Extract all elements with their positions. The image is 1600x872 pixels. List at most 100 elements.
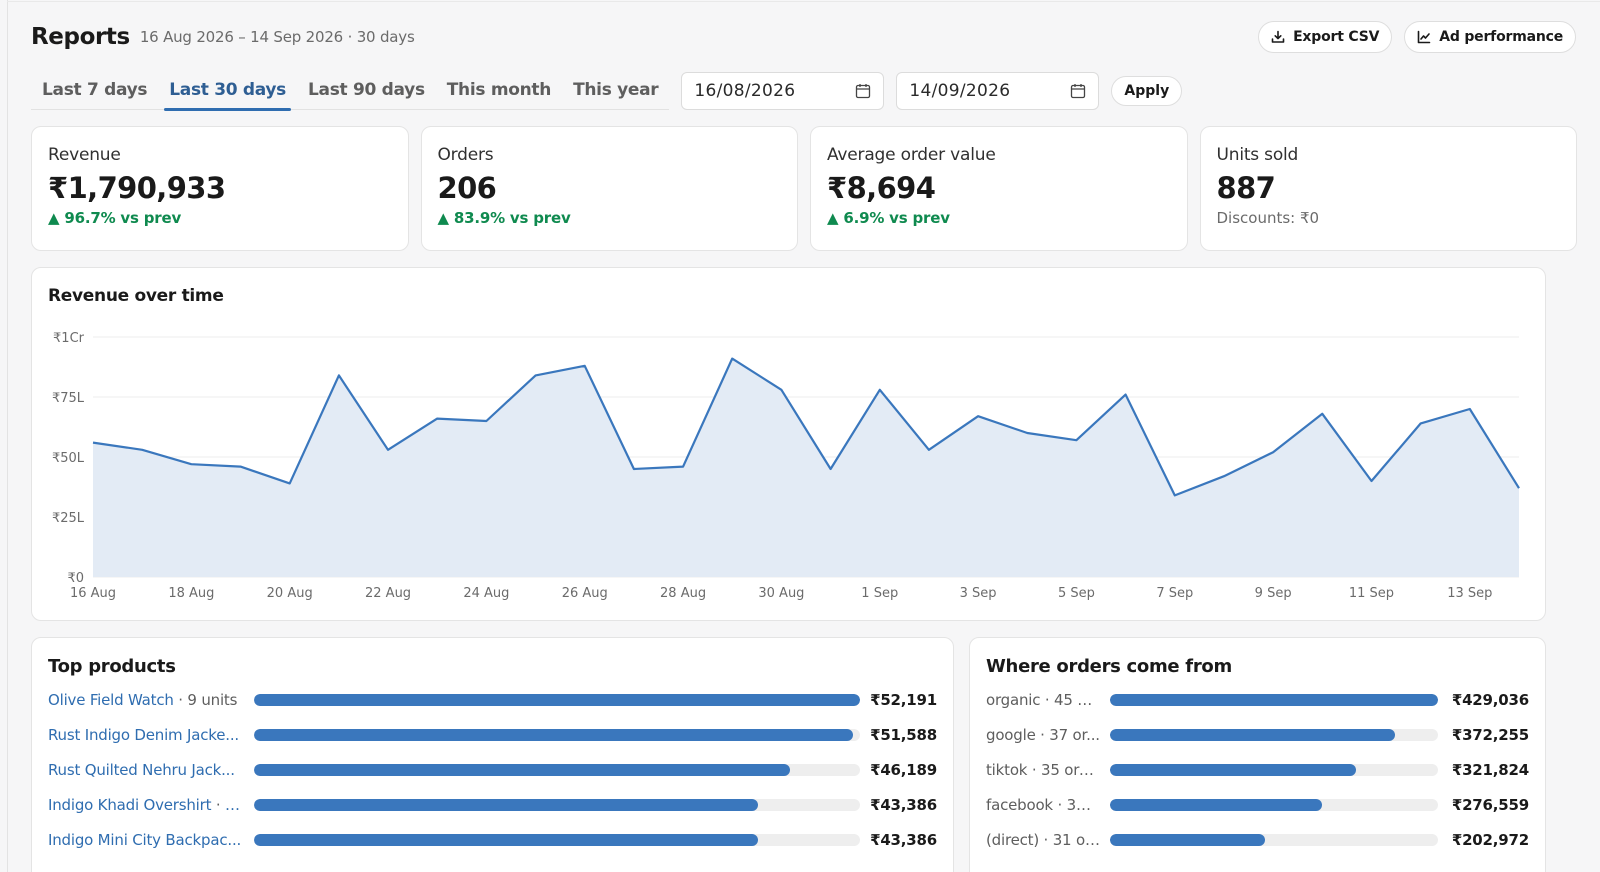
header-actions: Export CSV Ad performance: [1258, 21, 1576, 53]
bar-fill: [254, 799, 758, 811]
bar-value: ₹429,036: [1451, 691, 1529, 709]
product-name: Olive Field Watch: [48, 691, 174, 709]
chart-title: Revenue over time: [48, 286, 224, 306]
bar-fill: [1110, 729, 1395, 741]
from-date-value: 16/08/2026: [694, 81, 796, 101]
export-csv-button[interactable]: Export CSV: [1258, 21, 1393, 53]
sidebar-divider: [7, 0, 8, 872]
x-tick-label: 3 Sep: [960, 586, 997, 601]
to-date-field[interactable]: 14/09/2026: [896, 72, 1100, 110]
kpi-orders-card: Orders 206 ▲ 83.9% vs prev: [420, 126, 798, 251]
product-name: Rust Quilted Nehru Jack...: [48, 761, 235, 779]
x-tick-label: 24 Aug: [463, 586, 509, 601]
kpi-value: 206: [437, 171, 497, 205]
bar-track: [254, 834, 860, 846]
product-row[interactable]: Indigo Mini City Backpac... ₹43,386: [48, 830, 937, 850]
x-tick-label: 30 Aug: [758, 586, 804, 601]
tab-last-90-days[interactable]: Last 90 days: [308, 80, 425, 100]
export-csv-label: Export CSV: [1293, 29, 1380, 45]
x-tick-label: 18 Aug: [168, 586, 214, 601]
revenue-area: [93, 358, 1519, 577]
kpi-label: Orders: [437, 145, 494, 165]
tab-last-7-days[interactable]: Last 7 days: [42, 80, 148, 100]
product-name-link[interactable]: Indigo Khadi Overshirt · 1...: [48, 796, 244, 814]
order-sources-card: Where orders come from organic · 45 or..…: [969, 637, 1546, 872]
line-chart-icon: [1417, 30, 1431, 44]
bar-value: ₹46,189: [870, 761, 937, 779]
source-row: tiktok · 35 ord... ₹321,824: [986, 760, 1529, 780]
product-row[interactable]: Rust Indigo Denim Jacke... ₹51,588: [48, 725, 937, 745]
bar-track: [254, 764, 860, 776]
bar-value: ₹276,559: [1451, 796, 1529, 814]
apply-button[interactable]: Apply: [1111, 76, 1183, 106]
bar-fill: [1110, 799, 1322, 811]
product-row[interactable]: Olive Field Watch · 9 units ₹52,191: [48, 690, 937, 710]
calendar-icon: [856, 84, 871, 99]
x-tick-label: 11 Sep: [1349, 586, 1394, 601]
kpi-aov-card: Average order value ₹8,694 ▲ 6.9% vs pre…: [810, 126, 1188, 251]
x-tick-label: 9 Sep: [1255, 586, 1292, 601]
ad-performance-button[interactable]: Ad performance: [1404, 21, 1576, 53]
ad-performance-label: Ad performance: [1439, 29, 1563, 45]
source-label: (direct) · 31 or...: [986, 831, 1100, 849]
product-row[interactable]: Indigo Khadi Overshirt · 1... ₹43,386: [48, 795, 937, 815]
revenue-chart-card: Revenue over time ₹0 ₹25L ₹50L ₹75L ₹1Cr 16 A…: [31, 267, 1546, 621]
x-tick-label: 13 Sep: [1447, 586, 1492, 601]
product-name: Rust Indigo Denim Jacke...: [48, 726, 239, 744]
bar-fill: [1110, 694, 1438, 706]
y-tick-label: ₹25L: [52, 511, 85, 526]
product-name: Indigo Khadi Overshirt: [48, 796, 212, 814]
bar-fill: [254, 834, 758, 846]
bar-track: [1110, 764, 1438, 776]
revenue-chart: ₹0 ₹25L ₹50L ₹75L ₹1Cr 16 Aug 18 Aug 20 Aug 22 A…: [52, 331, 1520, 601]
to-date-value: 14/09/2026: [909, 81, 1011, 101]
product-name-link[interactable]: Rust Indigo Denim Jacke...: [48, 726, 244, 744]
product-name-link[interactable]: Olive Field Watch · 9 units: [48, 691, 244, 709]
revenue-series-line: [92, 357, 1520, 497]
y-tick-label: ₹0: [67, 571, 84, 586]
bar-value: ₹202,972: [1451, 831, 1529, 849]
kpi-label: Units sold: [1216, 145, 1299, 165]
y-tick-label: ₹1Cr: [53, 331, 85, 346]
source-row: organic · 45 or... ₹429,036: [986, 690, 1529, 710]
kpi-delta: ▲ 83.9% vs prev: [437, 209, 571, 227]
page-header: Reports 16 Aug 2026 – 14 Sep 2026 · 30 d…: [31, 20, 1576, 54]
source-row: facebook · 33 ... ₹276,559: [986, 795, 1529, 815]
tab-this-year[interactable]: This year: [573, 80, 659, 100]
x-tick-label: 7 Sep: [1156, 586, 1193, 601]
source-label: organic · 45 or...: [986, 691, 1100, 709]
kpi-revenue-card: Revenue ₹1,790,933 ▲ 96.7% vs prev: [31, 126, 409, 251]
y-tick-label: ₹50L: [52, 451, 85, 466]
tab-this-month[interactable]: This month: [446, 80, 552, 100]
bar-track: [1110, 799, 1438, 811]
x-tick-label: 5 Sep: [1058, 586, 1095, 601]
y-tick-label: ₹75L: [52, 391, 85, 406]
source-label: google · 37 or...: [986, 726, 1100, 744]
kpi-value: 887: [1216, 171, 1276, 205]
kpi-cards: Revenue ₹1,790,933 ▲ 96.7% vs prev Order…: [31, 126, 1577, 251]
product-name-link[interactable]: Rust Quilted Nehru Jack...: [48, 761, 244, 779]
bar-track: [254, 799, 860, 811]
x-tick-label: 22 Aug: [365, 586, 411, 601]
top-products-title: Top products: [48, 656, 176, 677]
date-controls: Last 7 days Last 30 days Last 90 days Th…: [31, 72, 1183, 112]
bar-fill: [1110, 764, 1356, 776]
bar-value: ₹43,386: [870, 831, 937, 849]
x-tick-label: 26 Aug: [562, 586, 608, 601]
bar-track: [1110, 834, 1438, 846]
kpi-units-card: Units sold 887 Discounts: ₹0: [1199, 126, 1577, 251]
bar-value: ₹51,588: [870, 726, 937, 744]
top-divider: [7, 1, 1600, 2]
page-title: Reports: [31, 24, 130, 50]
tab-last-30-days[interactable]: Last 30 days: [158, 72, 297, 111]
bar-track: [254, 729, 860, 741]
kpi-delta: ▲ 6.9% vs prev: [827, 209, 950, 227]
x-tick-label: 20 Aug: [267, 586, 313, 601]
product-name-link[interactable]: Indigo Mini City Backpac...: [48, 831, 244, 849]
source-row: google · 37 or... ₹372,255: [986, 725, 1529, 745]
x-tick-label: 1 Sep: [861, 586, 898, 601]
bar-fill: [254, 694, 860, 706]
from-date-field[interactable]: 16/08/2026: [681, 72, 885, 110]
product-row[interactable]: Rust Quilted Nehru Jack... ₹46,189: [48, 760, 937, 780]
order-sources-title: Where orders come from: [986, 656, 1232, 677]
